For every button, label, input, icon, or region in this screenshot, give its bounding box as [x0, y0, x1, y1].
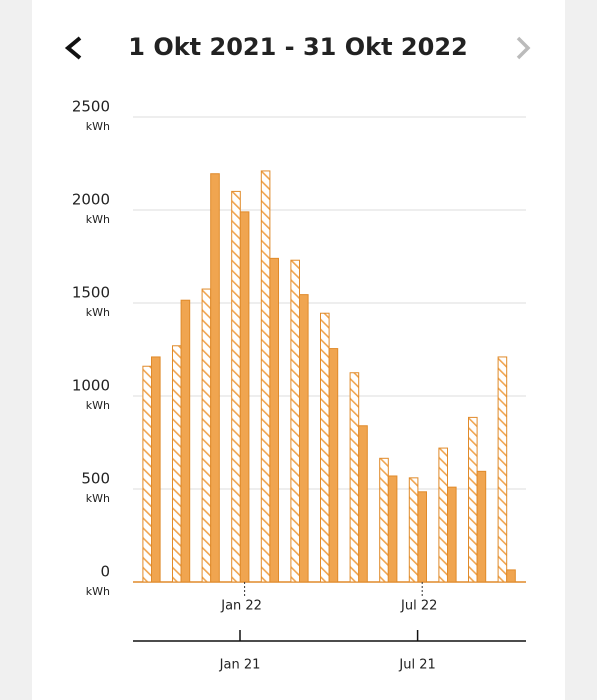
bar — [506, 569, 516, 583]
bar — [231, 190, 241, 583]
y-tick-label: 1000 — [72, 377, 110, 395]
bar — [408, 477, 419, 583]
x-tick-label: Jul 21 — [398, 658, 435, 673]
bar — [269, 257, 279, 583]
bar — [328, 348, 339, 583]
bar — [379, 457, 389, 583]
bar — [417, 491, 427, 583]
y-tick-label: 2000 — [72, 191, 110, 209]
bar — [438, 447, 448, 583]
bar — [239, 211, 250, 583]
back-button[interactable] — [64, 36, 82, 60]
bar — [142, 365, 152, 583]
bar — [260, 170, 271, 583]
bar — [201, 288, 212, 583]
bar — [151, 356, 161, 583]
x-tick-label: Jul 22 — [400, 599, 437, 614]
x-tick-label: Jan 21 — [219, 658, 261, 673]
bar — [468, 416, 478, 583]
title: 1 Okt 2021 - 31 Okt 2022 — [128, 33, 467, 61]
y-tick-label: 500 — [81, 470, 110, 488]
bar — [447, 486, 457, 583]
y-unit-label: kWh — [86, 399, 110, 412]
bar — [290, 259, 300, 583]
forward-button[interactable] — [516, 36, 531, 60]
y-unit-label: kWh — [86, 213, 110, 226]
y-unit-label: kWh — [86, 585, 110, 598]
bar — [349, 372, 360, 583]
x-tick-label: Jan 22 — [220, 599, 262, 614]
bar — [497, 356, 508, 583]
bar — [476, 470, 487, 583]
y-unit-label: kWh — [86, 120, 110, 133]
bar — [210, 173, 220, 583]
y-unit-label: kWh — [86, 492, 110, 505]
bar — [299, 294, 309, 583]
y-tick-label: 1500 — [72, 284, 110, 302]
y-tick-label: 0 — [100, 563, 110, 581]
bar — [320, 312, 330, 583]
y-unit-label: kWh — [86, 306, 110, 319]
bar — [358, 425, 368, 583]
bar — [172, 345, 182, 583]
bar — [180, 299, 191, 583]
bar — [387, 475, 398, 583]
y-tick-label: 2500 — [72, 98, 110, 116]
